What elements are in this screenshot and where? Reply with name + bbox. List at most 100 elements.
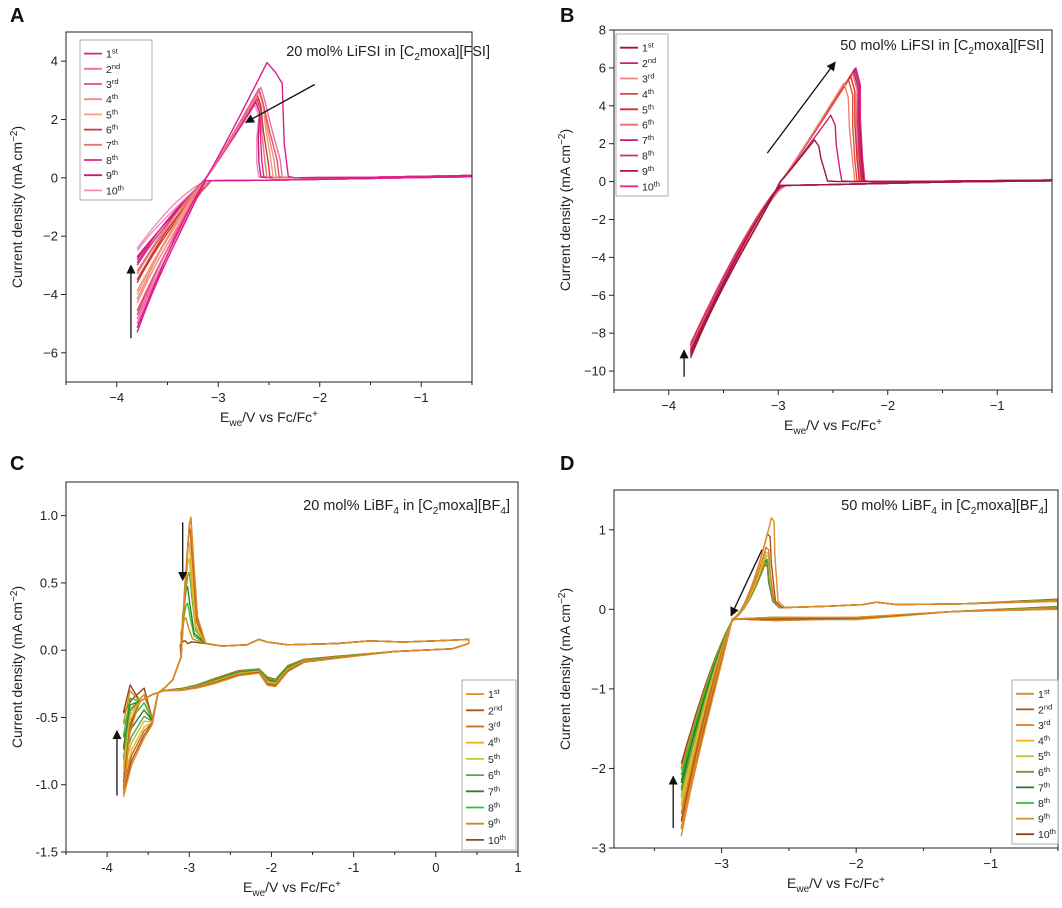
- y-tick-label: 1.0: [40, 508, 58, 523]
- y-axis-label: Current density (mA cm−2): [9, 586, 25, 748]
- cv-cycle-1: [122, 516, 470, 797]
- legend-label: 10th: [1038, 827, 1056, 841]
- series-group: [680, 517, 1058, 837]
- legend-label: 6th: [106, 123, 118, 137]
- panel-D: D −3 −2 −1 −3 −2 −1 0 1 Ewe/V vs Fc/Fc+ Current de…: [557, 453, 1059, 895]
- cv-cycle-1: [136, 61, 472, 333]
- x-tick-label: −2: [849, 856, 864, 871]
- cv-cycle-3: [122, 528, 470, 785]
- cv-cycle-7: [680, 559, 1058, 789]
- y-tick-label: 6: [599, 60, 606, 75]
- y-tick-label: 0.0: [40, 643, 58, 658]
- chart-title: 50 mol% LiBF4 in [C2moxa][BF4]: [841, 498, 1048, 517]
- cv-cycle-1: [689, 139, 1052, 359]
- x-tick-label: −4: [109, 390, 124, 405]
- legend-label: 3rd: [642, 72, 655, 86]
- y-tick-label: −3: [591, 841, 606, 856]
- y-tick-label: 0: [599, 174, 606, 189]
- cv-cycle-1: [680, 517, 1058, 837]
- legend-label: 1st: [488, 687, 501, 701]
- y-tick-label: 0.5: [40, 575, 58, 590]
- cv-cycle-4: [689, 78, 1052, 355]
- y-tick-label: 1: [599, 522, 606, 537]
- y-tick-label: −4: [591, 250, 606, 265]
- legend-label: 2nd: [1038, 702, 1052, 716]
- x-tick-label: −1: [983, 856, 998, 871]
- y-tick-label: 4: [599, 98, 606, 113]
- trend-arrow: [730, 549, 763, 617]
- cv-cycle-4: [122, 541, 470, 779]
- x-tick-label: −2: [880, 398, 895, 413]
- x-tick-label: −3: [714, 856, 729, 871]
- legend-label: 7th: [642, 133, 654, 147]
- panel-label: B: [560, 5, 574, 27]
- y-tick-label: 8: [599, 23, 606, 38]
- y-tick-label: −10: [584, 364, 606, 379]
- cv-cycle-10: [122, 638, 470, 720]
- cv-cycle-10: [689, 67, 1052, 349]
- cv-cycle-10: [680, 564, 1058, 769]
- y-tick-label: 0: [51, 170, 58, 185]
- legend-label: 4th: [642, 87, 654, 101]
- x-tick-label: −3: [211, 390, 226, 405]
- x-axis-label: Ewe/V vs Fc/Fc+: [787, 875, 885, 895]
- cv-cycle-8: [689, 69, 1052, 351]
- plot-frame: [613, 29, 1053, 391]
- cv-cycle-4: [680, 551, 1058, 813]
- cv-cycle-9: [689, 68, 1052, 351]
- y-tick-label: 4: [51, 54, 58, 69]
- chart-title: 20 mol% LiBF4 in [C2moxa][BF4]: [303, 498, 510, 517]
- cv-cycle-6: [689, 72, 1052, 353]
- legend-label: 8th: [642, 149, 654, 163]
- legend-label: 8th: [488, 801, 500, 815]
- y-tick-label: 2: [599, 136, 606, 151]
- cv-cycle-8: [122, 602, 470, 738]
- trend-arrow: [766, 61, 836, 154]
- panel-label: A: [10, 5, 24, 27]
- series-group: [136, 61, 472, 333]
- legend-label: 10th: [488, 833, 506, 847]
- legend-label: 2nd: [642, 56, 656, 70]
- x-tick-label: -3: [183, 860, 195, 875]
- legend-box: [79, 39, 153, 201]
- legend-label: 6th: [1038, 765, 1050, 779]
- chart-title: 50 mol% LiFSI in [C2moxa][FSI]: [840, 38, 1044, 57]
- legend-label: 6th: [642, 118, 654, 132]
- x-tick-label: -4: [101, 860, 113, 875]
- cv-cycle-7: [122, 586, 470, 750]
- y-tick-label: −4: [43, 287, 58, 302]
- y-tick-label: −6: [43, 345, 58, 360]
- y-tick-label: 2: [51, 112, 58, 127]
- legend-label: 10th: [642, 179, 660, 193]
- legend-box: [615, 33, 669, 197]
- legend-label: 9th: [642, 164, 654, 178]
- x-tick-label: -1: [348, 860, 360, 875]
- legend-box: [1011, 679, 1059, 845]
- cv-cycle-7: [689, 71, 1052, 353]
- legend-label: 8th: [106, 153, 118, 167]
- y-tick-label: 0: [599, 602, 606, 617]
- legend-label: 4th: [488, 736, 500, 750]
- y-axis-label: Current density (mA cm−2): [9, 126, 25, 288]
- legend-label: 5th: [1038, 749, 1050, 763]
- cv-cycle-3: [680, 546, 1058, 821]
- legend-label: 5th: [642, 102, 654, 116]
- legend-label: 10th: [106, 183, 124, 197]
- cv-cycle-2: [122, 517, 470, 792]
- x-tick-label: −1: [414, 390, 429, 405]
- legend-label: 1st: [1038, 687, 1051, 701]
- legend-label: 3rd: [488, 720, 501, 734]
- legend-label: 8th: [1038, 796, 1050, 810]
- cv-cycle-9: [680, 562, 1058, 775]
- chart-title: 20 mol% LiFSI in [C2moxa][FSI]: [286, 44, 490, 63]
- cv-cycle-5: [680, 554, 1058, 805]
- panel-B: B −4 −3 −2 −1 −10 −8 −6 −4 −2 0 2 4 6 8 Ewe/V vs Fc/Fc+…: [557, 5, 1053, 437]
- x-tick-label: −1: [990, 398, 1005, 413]
- x-axis-label: Ewe/V vs Fc/Fc+: [243, 879, 341, 899]
- cv-cycle-9: [136, 101, 472, 260]
